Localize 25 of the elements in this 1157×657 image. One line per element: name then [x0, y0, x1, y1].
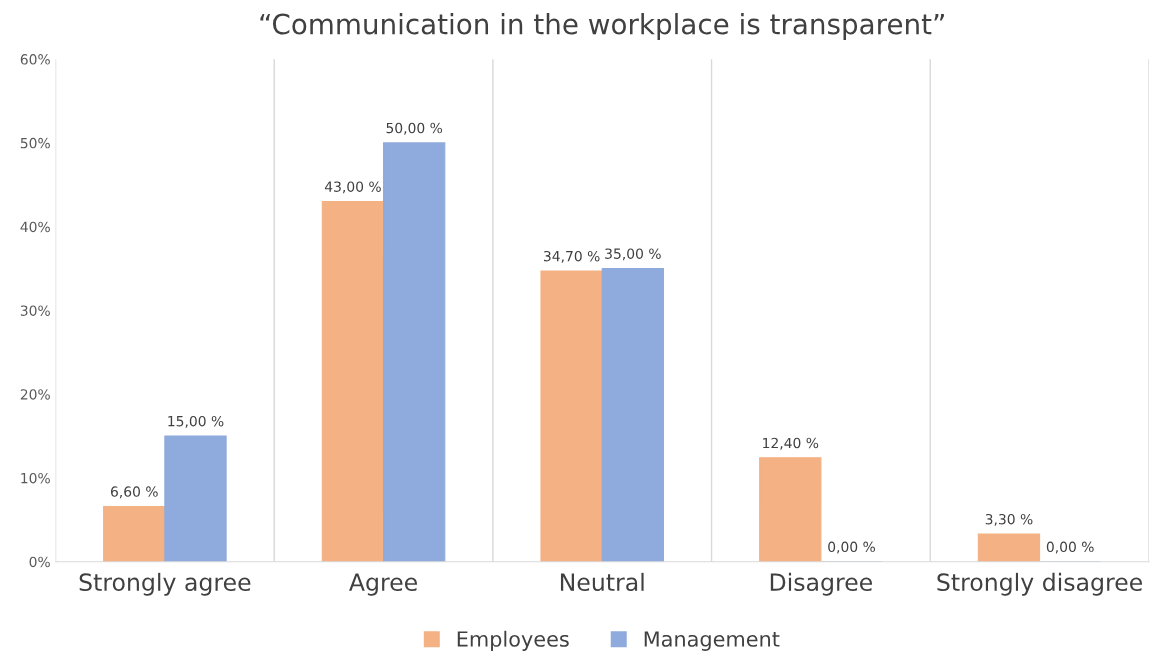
data-label: 35,00 % — [605, 248, 661, 261]
data-label: 12,40 % — [763, 437, 819, 450]
data-label: 3,30 % — [985, 513, 1033, 526]
y-tick-label: 10% — [21, 472, 50, 484]
legend-label: Employees — [457, 630, 569, 651]
x-tick-label: Neutral — [560, 572, 644, 592]
legend-label: Management — [644, 631, 780, 651]
y-tick-label: 30% — [20, 305, 50, 316]
y-tick-label: 60% — [20, 54, 50, 65]
data-label: 0,00 % — [1046, 541, 1094, 554]
y-tick-label: 20% — [20, 389, 50, 400]
data-label: 0,00 % — [828, 541, 876, 554]
data-label: 34,70 % — [543, 250, 600, 263]
chart-title: “Communication in the workplace is transparent” — [260, 13, 944, 40]
x-tick-label: Strongly disagree — [937, 572, 1142, 596]
x-tick-label: Disagree — [770, 572, 872, 596]
data-label: 50,00 % — [386, 122, 443, 135]
data-label: 15,00 % — [168, 415, 224, 428]
x-tick-label: Strongly agree — [79, 572, 251, 596]
y-tick-label: 40% — [20, 221, 50, 233]
data-label: 43,00 % — [324, 181, 381, 194]
y-tick-label: 0% — [29, 556, 50, 568]
data-label: 6,60 % — [110, 486, 158, 499]
y-tick-label: 50% — [20, 137, 50, 149]
x-tick-label: Agree — [349, 573, 417, 596]
